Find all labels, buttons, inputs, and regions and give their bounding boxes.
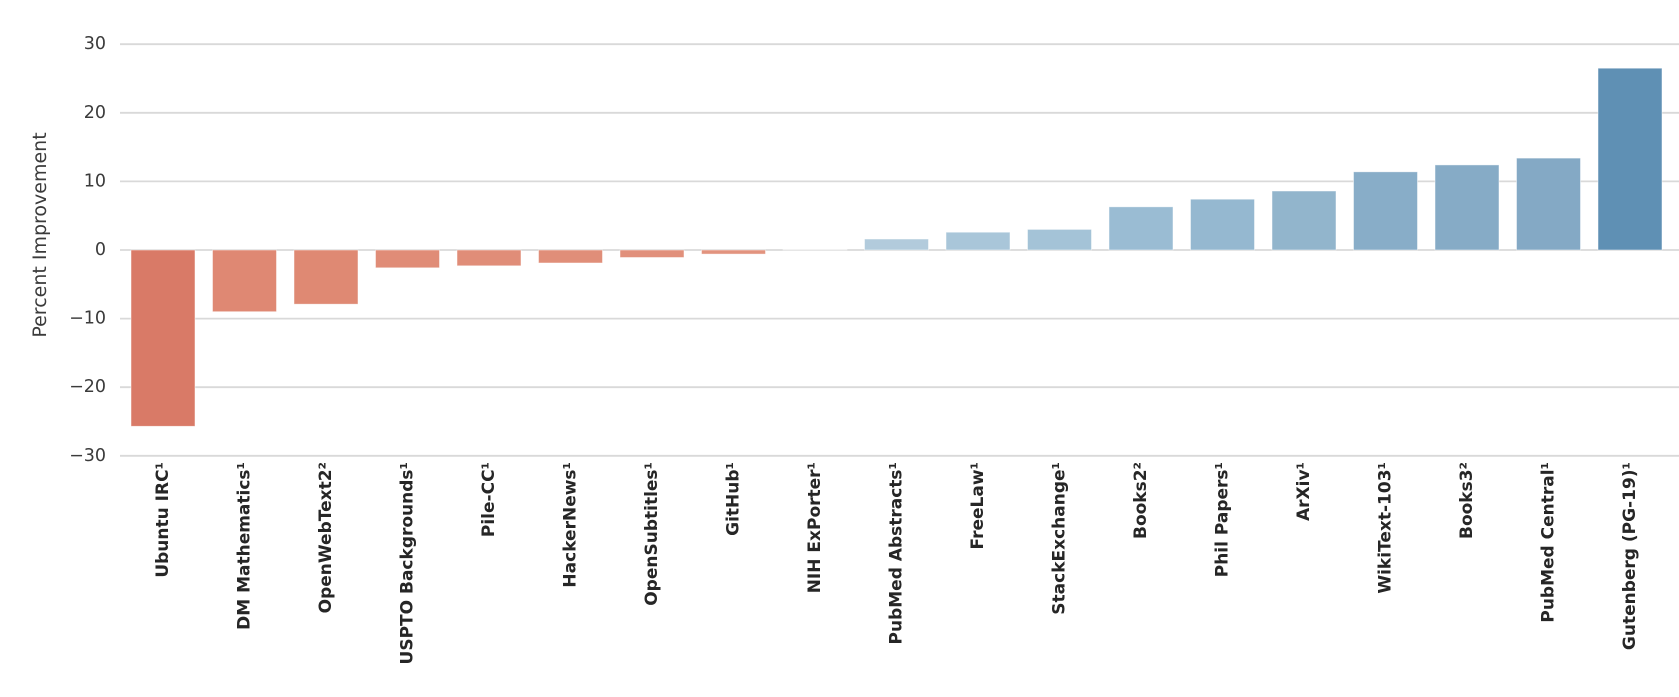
x-category-label: GitHub¹ [724,462,744,536]
y-tick-label: 30 [84,34,106,54]
x-category-label: Books3² [1457,462,1477,539]
bar-14 [1190,198,1255,251]
x-category-label: Ubuntu IRC¹ [153,462,173,578]
y-axis-title: Percent Improvement [29,132,51,337]
y-tick-label: 20 [84,103,106,123]
x-category-label: NIH ExPorter¹ [805,462,825,593]
x-category-label: Pile-CC¹ [479,462,499,537]
x-category-label: ArXiv¹ [1294,462,1314,521]
x-category-label: FreeLaw¹ [968,462,988,549]
x-category-label: OpenSubtitles¹ [642,462,662,606]
bar-6 [538,249,603,264]
bars-group [130,67,1663,427]
bar-8 [701,249,766,255]
x-category-label: PubMed Abstracts¹ [887,462,907,644]
y-tick-label: −10 [69,309,106,329]
y-tick-labels-group: 30 20 10 0 −10 −20 −30 [69,34,106,466]
bar-4 [375,249,440,269]
bar-17 [1434,164,1500,251]
bar-7 [619,249,685,258]
y-tick-label: 0 [95,240,106,260]
x-category-label: Phil Papers¹ [1213,462,1233,577]
bar-12 [1027,228,1092,251]
x-category-label: Books2² [1131,462,1151,539]
x-category-label: DM Mathematics¹ [235,462,255,630]
bar-13 [1108,206,1174,251]
x-category-label: OpenWebText2² [316,462,336,613]
bar-18 [1516,157,1581,251]
x-category-label: Gutenberg (PG-19)¹ [1620,462,1640,650]
bar-1 [130,249,196,427]
x-category-label: USPTO Backgrounds¹ [398,462,418,664]
x-category-label: StackExchange¹ [1050,462,1070,615]
y-tick-label: −20 [69,377,106,397]
x-category-label: HackerNews¹ [561,462,581,588]
bar-5 [456,249,522,267]
bar-19 [1597,67,1663,251]
bar-3 [293,249,359,305]
y-tick-label: −30 [69,446,106,466]
bar-15 [1271,190,1337,251]
x-category-label: WikiText-103¹ [1376,462,1396,594]
bar-10 [864,238,929,251]
y-tick-label: 10 [84,171,106,191]
bar-11 [945,231,1011,251]
bar-16 [1353,171,1418,251]
bar-2 [212,249,277,313]
x-category-labels-group: Ubuntu IRC¹ DM Mathematics¹ OpenWebText2² U… [153,462,1640,664]
x-category-label: PubMed Central¹ [1539,462,1559,623]
